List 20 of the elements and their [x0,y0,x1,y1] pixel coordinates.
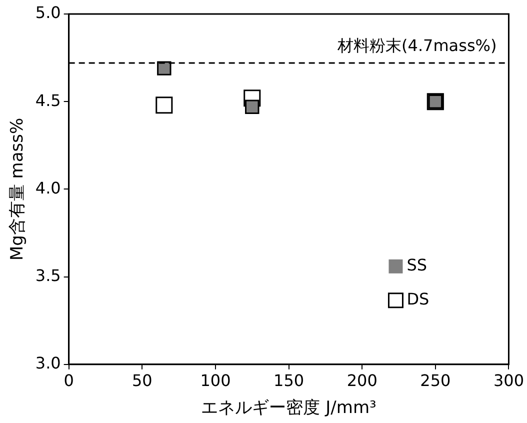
x-tick-label: 0 [64,371,74,390]
y-tick-label: 4.5 [35,90,61,110]
y-tick-label: 5.0 [35,3,61,22]
legend-label: DS [406,290,430,309]
x-tick-label: 150 [274,371,304,390]
x-tick-label: 50 [132,371,152,390]
x-tick-label: 200 [346,371,378,390]
legend-label: SS [406,256,428,275]
x-tick-label: 250 [420,371,451,390]
x-axis-title: エネルギー密度 J/mm³ [201,398,376,418]
point [245,100,260,114]
ref-line-label: 材料粉末(4.7mass%) [336,36,497,56]
y-tick-label: 3.0 [35,354,61,373]
y-tick-label: 4.0 [35,178,61,198]
point [156,96,173,114]
y-tick-label: 3.5 [35,266,61,285]
x-tick-label: 300 [493,371,524,390]
y-axis-title: Mg含有量 mass% [8,118,28,261]
point [157,61,172,76]
x-tick-label: 100 [200,371,231,390]
